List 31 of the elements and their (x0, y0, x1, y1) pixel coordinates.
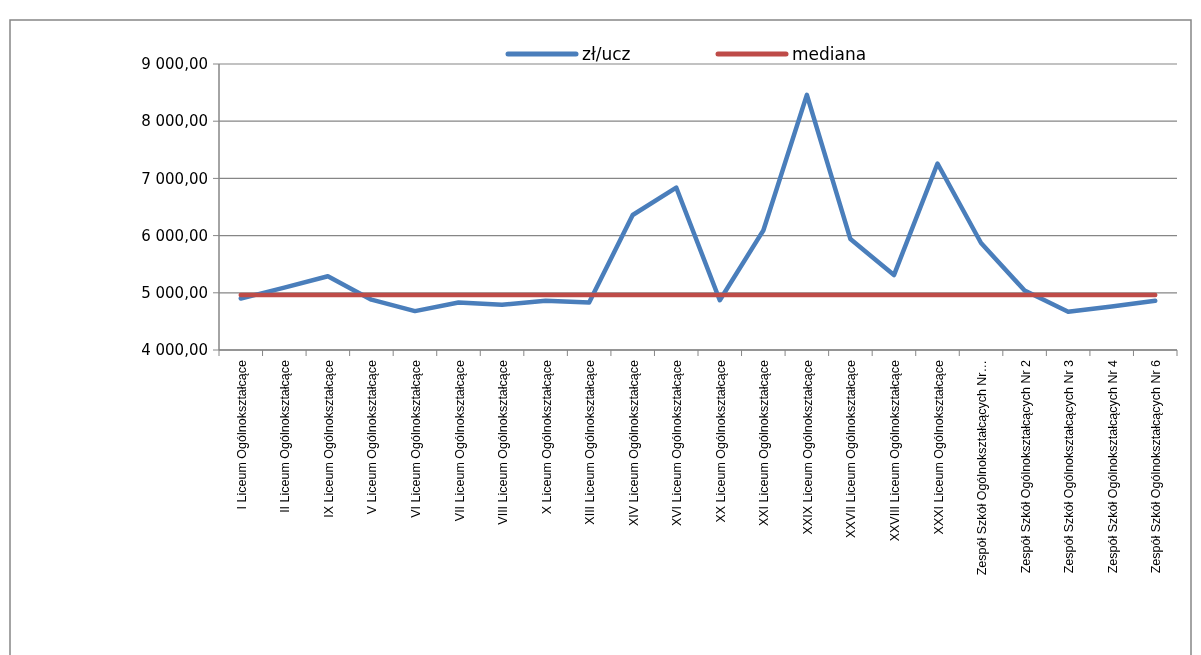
y-tick-label: 4 000,00 (141, 341, 208, 360)
x-tick-label: Zespół Szkół Ogólnokształcących Nr 3 (1062, 359, 1077, 574)
x-tick-label: Zespół Szkół Ogólnokształcących Nr 6 (1149, 359, 1164, 574)
x-tick-label: XX Liceum Ogólnokształcące (713, 359, 728, 523)
line-series (238, 92, 1158, 314)
x-tick-label: IX Liceum Ogólnokształcące (321, 359, 336, 518)
x-tick-label: XXI Liceum Ogólnokształcące (757, 359, 772, 527)
y-tick-label: 7 000,00 (141, 169, 208, 188)
x-tick-label: Zespół Szkół Ogólnokształcących Nr 2 (1018, 359, 1033, 574)
y-tick-label: 5 000,00 (141, 284, 208, 303)
x-tick-label: V Liceum Ogólnokształcące (365, 359, 380, 515)
x-tick-label: XXVII Liceum Ogólnokształcące (844, 359, 859, 538)
y-tick-label: 9 000,00 (141, 55, 208, 74)
y-tick-label: 8 000,00 (141, 112, 208, 131)
x-tick-label: II Liceum Ogólnokształcące (278, 359, 293, 513)
x-tick-label: XIII Liceum Ogólnokształcące (583, 359, 598, 525)
x-tick-label: VII Liceum Ogólnokształcące (452, 359, 467, 522)
x-tick-label: Zespół Szkół Ogólnokształcących Nr 4 (1105, 359, 1120, 574)
x-tick-label: XXXI Liceum Ogólnokształcące (931, 359, 946, 535)
legend-label: zł/ucz (582, 43, 631, 64)
x-tick-label: XVI Liceum Ogólnokształcące (670, 359, 685, 527)
x-tick-label: I Liceum Ogólnokształcące (234, 359, 249, 510)
x-tick-label: Zespół Szkół Ogólnokształcących Nr… (975, 360, 990, 576)
x-tick-label: XIV Liceum Ogólnokształcące (626, 359, 641, 527)
x-tick-label: XXVIII Liceum Ogólnokształcące (887, 359, 902, 542)
x-tick-label: VIII Liceum Ogólnokształcące (496, 359, 511, 525)
x-tick-label: X Liceum Ogólnokształcące (539, 359, 554, 515)
y-tick-label: 6 000,00 (141, 226, 208, 245)
x-tick-label: XXIX Liceum Ogólnokształcące (800, 359, 815, 535)
x-tick-label: VI Liceum Ogólnokształcące (408, 359, 423, 518)
legend-label: mediana (792, 43, 867, 64)
